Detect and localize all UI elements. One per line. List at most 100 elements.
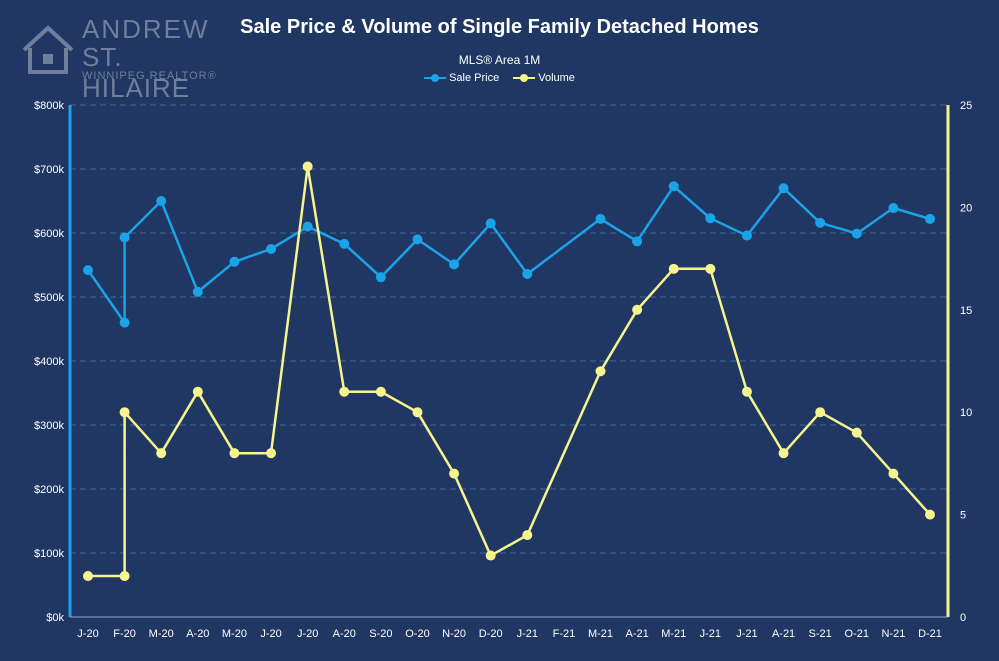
point-sale-price (815, 217, 826, 228)
x-tick-label: N-21 (881, 628, 905, 640)
x-tick-label: A-21 (626, 628, 649, 640)
x-tick-label: D-20 (479, 628, 503, 640)
point-volume (705, 263, 716, 274)
point-volume (119, 407, 130, 418)
right-tick-label: 25 (960, 100, 972, 112)
legend-item-volume: Volume (513, 72, 575, 84)
x-tick-label: M-21 (588, 628, 613, 640)
left-tick-label: $500k (34, 292, 64, 304)
point-sale-price (156, 196, 167, 206)
point-volume (266, 448, 277, 459)
point-volume (156, 448, 167, 459)
point-sale-price (595, 213, 606, 224)
x-tick-label: M-20 (222, 628, 247, 640)
point-volume (632, 304, 643, 315)
logo-line-3: WINNIPEG REALTOR® (82, 70, 217, 82)
realtor-logo: ANDREW ST. HILAIRE WINNIPEG REALTOR® (20, 12, 230, 103)
point-volume (302, 161, 313, 172)
left-tick-label: $400k (34, 356, 64, 368)
point-sale-price (449, 259, 460, 270)
point-sale-price (778, 183, 789, 194)
point-sale-price (339, 238, 350, 249)
point-sale-price (632, 236, 643, 247)
point-sale-price (83, 265, 93, 276)
x-tick-label: J-21 (700, 628, 721, 640)
left-tick-label: $300k (34, 420, 64, 432)
point-volume (741, 386, 752, 397)
right-tick-label: 20 (960, 202, 972, 214)
x-tick-label: N-20 (442, 628, 466, 640)
point-volume (229, 448, 240, 459)
right-tick-label: 5 (960, 510, 966, 522)
x-tick-label: A-20 (333, 628, 356, 640)
left-tick-label: $700k (34, 164, 64, 176)
x-tick-label: S-20 (369, 628, 392, 640)
point-volume (83, 571, 93, 582)
x-tick-label: J-20 (260, 628, 281, 640)
left-tick-label: $800k (34, 100, 64, 112)
point-volume (595, 366, 606, 377)
point-sale-price (925, 213, 935, 224)
x-tick-label: J-21 (517, 628, 538, 640)
x-tick-label: A-21 (772, 628, 795, 640)
chart-subtitle: MLS® Area 1M (458, 53, 541, 67)
point-sale-price (705, 213, 716, 224)
right-tick-label: 0 (960, 612, 966, 624)
point-volume (522, 530, 533, 541)
left-tick-label: $100k (34, 548, 64, 560)
point-sale-price (851, 228, 862, 239)
point-volume (449, 468, 460, 479)
series-line-sale-price (86, 185, 931, 324)
point-volume (668, 263, 679, 274)
point-volume (815, 407, 826, 418)
x-tick-label: J-21 (736, 628, 757, 640)
x-tick-label: D-21 (918, 628, 942, 640)
point-sale-price (192, 286, 203, 297)
point-sale-price (119, 232, 130, 243)
series-line-volume (88, 165, 931, 578)
chart-title: Sale Price & Volume of Single Family Det… (240, 16, 759, 38)
right-tick-label: 15 (960, 305, 972, 317)
x-tick-label: F-21 (553, 628, 576, 640)
point-volume (485, 550, 496, 561)
point-sale-price (668, 181, 679, 192)
x-tick-label: M-20 (149, 628, 174, 640)
point-sale-price (741, 230, 752, 241)
left-tick-label: $0k (46, 612, 64, 624)
legend-marker-sale-price (424, 74, 447, 82)
x-tick-label: M-21 (661, 628, 686, 640)
point-volume (375, 386, 386, 397)
point-volume (925, 509, 935, 520)
legend-marker-volume (513, 74, 536, 82)
x-tick-label: F-20 (113, 628, 136, 640)
point-volume (119, 571, 130, 582)
legend-item-sale-price: Sale Price (424, 72, 499, 84)
point-sale-price (266, 244, 277, 254)
point-sale-price (485, 218, 496, 229)
legend-label-volume: Volume (538, 72, 575, 84)
chart-legend: Sale Price Volume (0, 72, 999, 84)
x-tick-label: O-21 (845, 628, 869, 640)
legend-label-sale-price: Sale Price (449, 72, 500, 84)
x-tick-label: O-20 (405, 628, 429, 640)
point-sale-price (229, 256, 240, 267)
point-volume (888, 468, 899, 479)
point-sale-price (412, 234, 423, 245)
house-icon (22, 25, 74, 74)
point-sale-price (302, 221, 313, 232)
point-sale-price (119, 317, 130, 328)
point-volume (851, 427, 862, 438)
point-volume (192, 386, 203, 397)
x-tick-label: J-20 (77, 628, 98, 640)
left-tick-label: $200k (34, 484, 64, 496)
point-sale-price (888, 203, 899, 214)
point-volume (339, 386, 350, 397)
logo-line-1: ANDREW (82, 14, 210, 44)
x-tick-label: J-20 (297, 628, 318, 640)
point-sale-price (375, 272, 386, 283)
point-volume (412, 407, 423, 418)
right-tick-label: 10 (960, 407, 972, 419)
left-tick-label: $600k (34, 228, 64, 240)
